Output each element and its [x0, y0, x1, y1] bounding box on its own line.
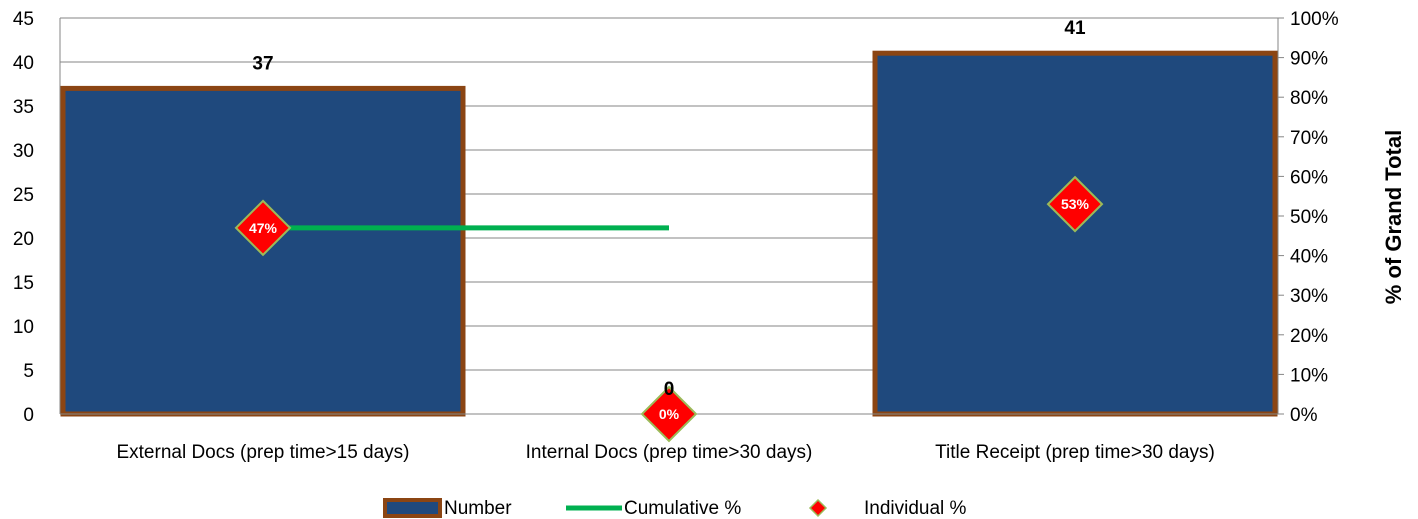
y-left-tick-label: 45	[13, 9, 34, 30]
y-left-tick-label: 25	[13, 185, 34, 206]
y-right-tick-label: 20%	[1290, 326, 1328, 347]
bars	[60, 50, 1278, 417]
y-right-tick-label: 0%	[1290, 405, 1318, 426]
y-left-tick-label: 5	[23, 361, 34, 382]
legend-swatch-individual	[808, 498, 828, 518]
y-left-tick-label: 30	[13, 141, 34, 162]
y-right-tick-label: 70%	[1290, 128, 1328, 149]
y-right-tick-label: 10%	[1290, 365, 1328, 386]
bar-value-label: 41	[1064, 18, 1086, 39]
individual-pct-label: 47%	[249, 220, 278, 236]
y-left-tick-label: 40	[13, 53, 34, 74]
bar-value-label: 37	[252, 53, 273, 74]
legend-label-individual: Individual %	[864, 498, 967, 519]
y-left-tick-label: 20	[13, 229, 34, 250]
individual-pct-label: 53%	[1061, 196, 1090, 212]
bar-value-label: 0	[664, 379, 675, 400]
bar	[872, 50, 1278, 417]
x-category-label: Internal Docs (prep time>30 days)	[526, 442, 813, 463]
x-category-label: Title Receipt (prep time>30 days)	[935, 442, 1215, 463]
y-right-tick-label: 80%	[1290, 88, 1328, 109]
data-labels: 37 0 41	[252, 18, 1086, 400]
y-left-tick-label: 10	[13, 317, 34, 338]
legend-label-number: Number	[444, 498, 512, 519]
y-right-tick-label: 40%	[1290, 247, 1328, 268]
bar	[60, 85, 466, 417]
y-right-tick-label: 50%	[1290, 207, 1328, 228]
individual-pct-label: 0%	[659, 406, 680, 422]
y-right-tick-label: 90%	[1290, 49, 1328, 70]
y-right-tick-label: 100%	[1290, 9, 1339, 30]
individual-marker	[234, 199, 292, 257]
individual-markers: 47% 0% 53%	[234, 175, 1104, 443]
individual-marker	[640, 385, 698, 443]
y-left-tick-label: 35	[13, 97, 34, 118]
legend-label-cumulative: Cumulative %	[624, 498, 741, 519]
axes: 0 5 10 15 20 25 30 35 40 45 0% 10% 20% 30% 40% 50% 60% 70…	[13, 9, 1339, 463]
legend: Number Cumulative % Individual %	[383, 498, 967, 519]
legend-swatch-number	[383, 498, 442, 518]
right-axis-title: % of Grand Total	[1381, 130, 1406, 304]
y-left-tick-label: 0	[23, 405, 34, 426]
y-right-tick-label: 30%	[1290, 286, 1328, 307]
y-left-tick-label: 15	[13, 273, 34, 294]
y-right-tick-label: 60%	[1290, 167, 1328, 188]
x-category-label: External Docs (prep time>15 days)	[116, 442, 409, 463]
individual-marker	[1046, 175, 1104, 233]
